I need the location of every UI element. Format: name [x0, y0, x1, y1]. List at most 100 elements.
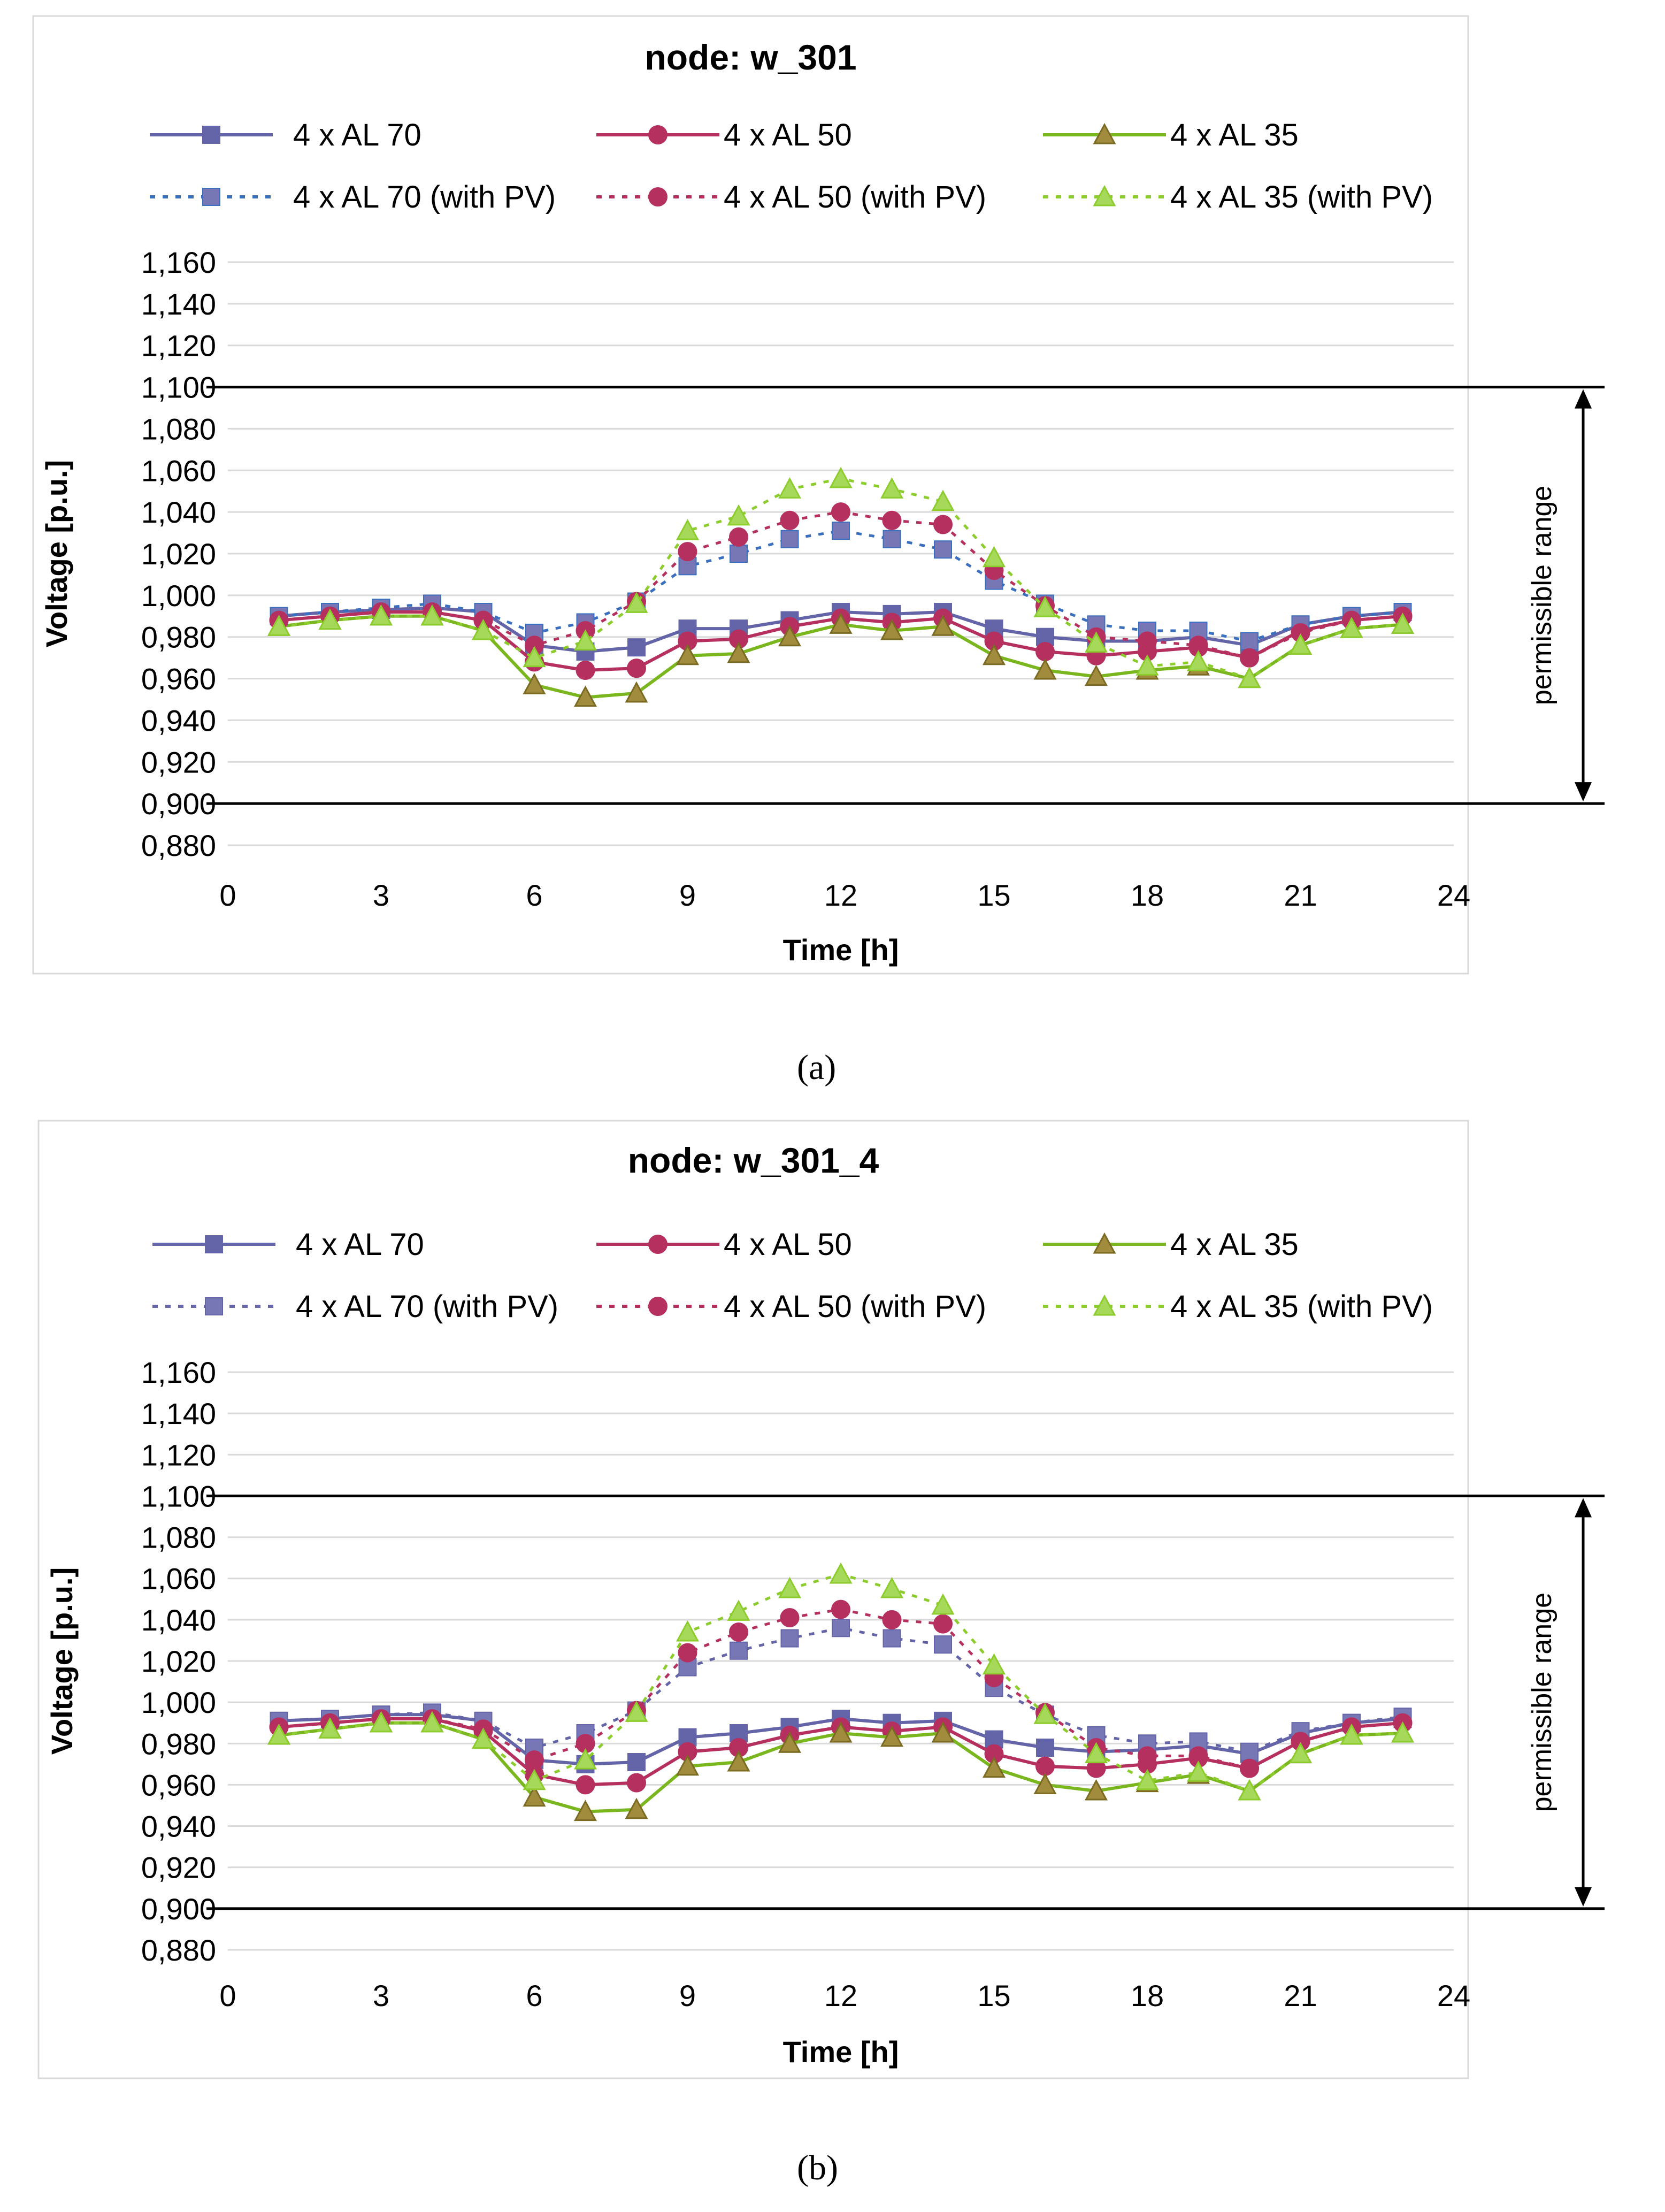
- data-point: [931, 1721, 955, 1743]
- data-point: [880, 1725, 904, 1747]
- data-point: [1135, 1769, 1159, 1790]
- y-tick-label: 1,100: [141, 371, 216, 404]
- data-point: [730, 545, 748, 563]
- legend-marker: [1093, 185, 1116, 206]
- y-tick-label: 1,020: [141, 1644, 216, 1678]
- data-point: [982, 644, 1006, 665]
- range-arrow-head-bottom: [1575, 1887, 1592, 1907]
- y-axis-title: Voltage [p.u.]: [40, 460, 73, 648]
- data-point: [1391, 1721, 1415, 1743]
- legend-marker: [202, 126, 220, 144]
- y-tick-label: 0,940: [141, 703, 216, 737]
- data-point: [829, 1721, 853, 1743]
- legend-label: 4 x AL 35 (with PV): [1170, 180, 1433, 215]
- data-point: [523, 646, 546, 668]
- x-tick-label: 18: [1131, 878, 1164, 912]
- legend-label: 4 x AL 35: [1170, 118, 1299, 152]
- series-5: [267, 1562, 1415, 1801]
- data-point: [780, 510, 800, 530]
- data-point: [880, 618, 904, 640]
- y-tick-label: 1,080: [141, 1521, 216, 1555]
- data-point: [627, 1773, 646, 1793]
- data-point: [1035, 1756, 1055, 1776]
- data-point: [1084, 664, 1108, 686]
- y-tick-label: 0,980: [141, 1727, 216, 1761]
- data-point: [882, 510, 902, 530]
- data-point: [1033, 596, 1057, 617]
- data-point: [778, 1576, 802, 1598]
- panel-label-b: (b): [797, 2148, 838, 2187]
- legend-label: 4 x AL 70: [296, 1227, 424, 1262]
- data-point: [778, 1732, 802, 1753]
- legend-label: 4 x AL 70 (with PV): [296, 1289, 558, 1324]
- y-tick-label: 1,140: [141, 287, 216, 321]
- data-point: [1033, 1773, 1057, 1794]
- data-point: [523, 1785, 546, 1807]
- x-axis-title: Time [h]: [783, 933, 899, 967]
- legend-label: 4 x AL 35 (with PV): [1170, 1289, 1433, 1324]
- data-point: [676, 1754, 700, 1776]
- legend-marker: [202, 188, 220, 206]
- data-point: [627, 1753, 646, 1771]
- legend-entry: 4 x AL 50 (with PV): [596, 180, 986, 215]
- legend-label: 4 x AL 50: [724, 118, 852, 152]
- data-point: [730, 1641, 748, 1660]
- data-point: [573, 629, 597, 650]
- x-tick-label: 15: [977, 878, 1010, 912]
- data-point: [573, 685, 597, 707]
- data-point: [933, 1614, 953, 1634]
- data-point: [627, 638, 646, 657]
- data-point: [778, 625, 802, 647]
- x-axis-title: Time [h]: [783, 2035, 899, 2069]
- data-point: [573, 1748, 597, 1770]
- legend-marker: [1093, 1294, 1116, 1316]
- data-point: [982, 1756, 1006, 1778]
- y-tick-label: 1,020: [141, 537, 216, 571]
- data-point: [832, 522, 850, 540]
- data-point: [1340, 616, 1363, 638]
- y-tick-label: 1,040: [141, 495, 216, 529]
- data-point: [625, 681, 648, 703]
- data-point: [1084, 1742, 1108, 1764]
- data-point: [1240, 1758, 1259, 1778]
- data-point: [1240, 648, 1259, 668]
- legend-entry: 4 x AL 35 (with PV): [1043, 180, 1433, 215]
- data-point: [727, 1750, 750, 1772]
- x-tick-label: 21: [1284, 878, 1317, 912]
- x-tick-label: 6: [526, 1979, 542, 2012]
- panel-label-a: (a): [797, 1048, 837, 1087]
- data-point: [933, 515, 953, 534]
- y-tick-label: 1,120: [141, 329, 216, 363]
- data-point: [576, 1775, 595, 1795]
- y-tick-label: 1,080: [141, 412, 216, 446]
- data-point: [1391, 613, 1415, 634]
- data-point: [625, 1701, 648, 1722]
- data-point: [1033, 658, 1057, 680]
- data-point: [1135, 654, 1159, 676]
- data-point: [1138, 631, 1157, 651]
- data-point: [1238, 1779, 1261, 1801]
- y-tick-label: 0,940: [141, 1810, 216, 1843]
- x-tick-label: 21: [1284, 1979, 1317, 2012]
- data-point: [523, 673, 546, 694]
- data-point: [1288, 633, 1313, 655]
- chart-frame: [37, 1120, 1469, 2079]
- data-point: [318, 608, 342, 630]
- legend-label: 4 x AL 70: [293, 118, 421, 152]
- y-tick-label: 1,140: [141, 1397, 216, 1430]
- data-point: [829, 1562, 853, 1584]
- legend-marker: [205, 1297, 223, 1315]
- data-point: [525, 1750, 544, 1770]
- data-point: [934, 1635, 952, 1654]
- legend-entry: 4 x AL 70 (with PV): [152, 1289, 558, 1324]
- data-point: [832, 1619, 850, 1637]
- data-point: [627, 659, 646, 678]
- data-point: [883, 1629, 901, 1648]
- chart-panel-1: node: w_301_4 0,880 0,900 0,920 0,940 0,960 0,…: [37, 1120, 1605, 2079]
- x-tick-label: 24: [1437, 1979, 1470, 2012]
- x-tick-label: 9: [679, 878, 696, 912]
- range-arrow-head-top: [1575, 1498, 1592, 1518]
- x-tick-label: 3: [373, 878, 389, 912]
- y-tick-label: 0,900: [141, 787, 216, 821]
- data-point: [780, 1608, 800, 1627]
